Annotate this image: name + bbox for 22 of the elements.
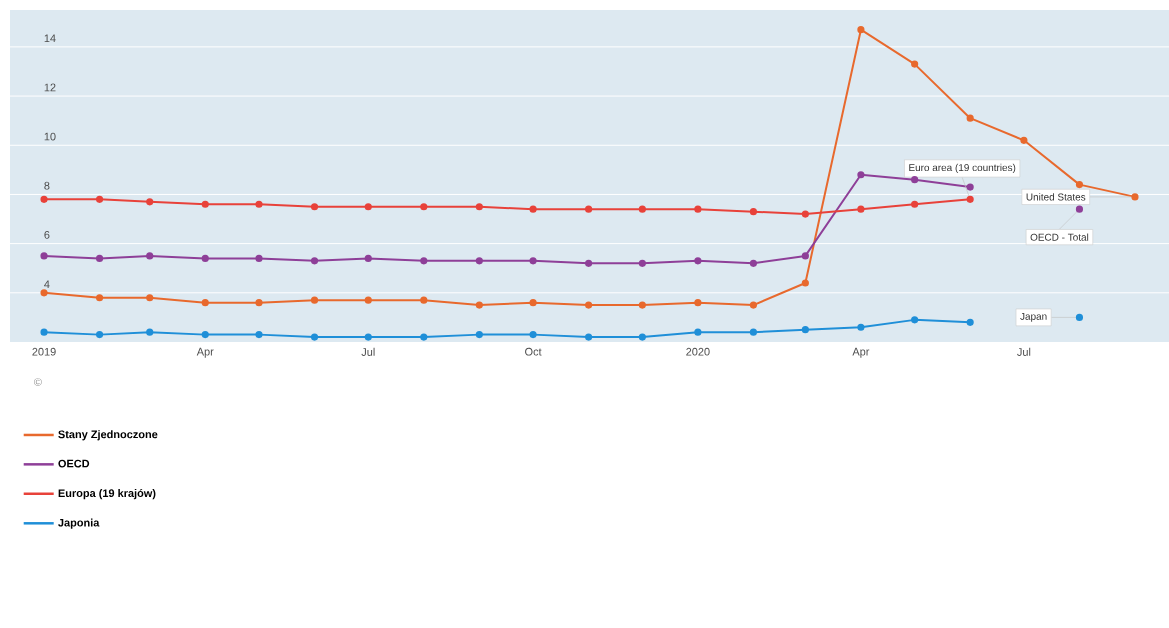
- y-tick-label: 12: [44, 83, 56, 92]
- x-tick-label: Jul: [1017, 347, 1031, 356]
- x-tick-label: Jul: [361, 347, 375, 356]
- annotation: OECD - Total: [1030, 233, 1089, 241]
- text: ©: [34, 378, 42, 386]
- legend-label: OECD: [58, 459, 90, 468]
- legend-label: Europa (19 krajów): [58, 488, 156, 500]
- x-tick-label: Apr: [196, 347, 214, 358]
- y-tick-label: 8: [44, 181, 50, 190]
- y-tick-label: 6: [44, 231, 50, 239]
- x-tick-label: 2019: [32, 347, 56, 356]
- x-tick-label: Apr: [852, 347, 870, 358]
- legend-label: Japonia: [58, 518, 100, 529]
- annotation: Japan: [1020, 312, 1047, 322]
- y-tick-label: 10: [44, 132, 56, 141]
- legend-label: Stany Zjednoczone: [58, 430, 158, 441]
- x-tick-label: Oct: [525, 347, 542, 356]
- y-tick-label: 14: [44, 34, 56, 43]
- x-tick-label: 2020: [686, 347, 710, 356]
- annotation: Euro area (19 countries): [909, 163, 1016, 174]
- annotation: United States: [1026, 193, 1086, 201]
- y-tick-label: 4: [44, 280, 50, 288]
